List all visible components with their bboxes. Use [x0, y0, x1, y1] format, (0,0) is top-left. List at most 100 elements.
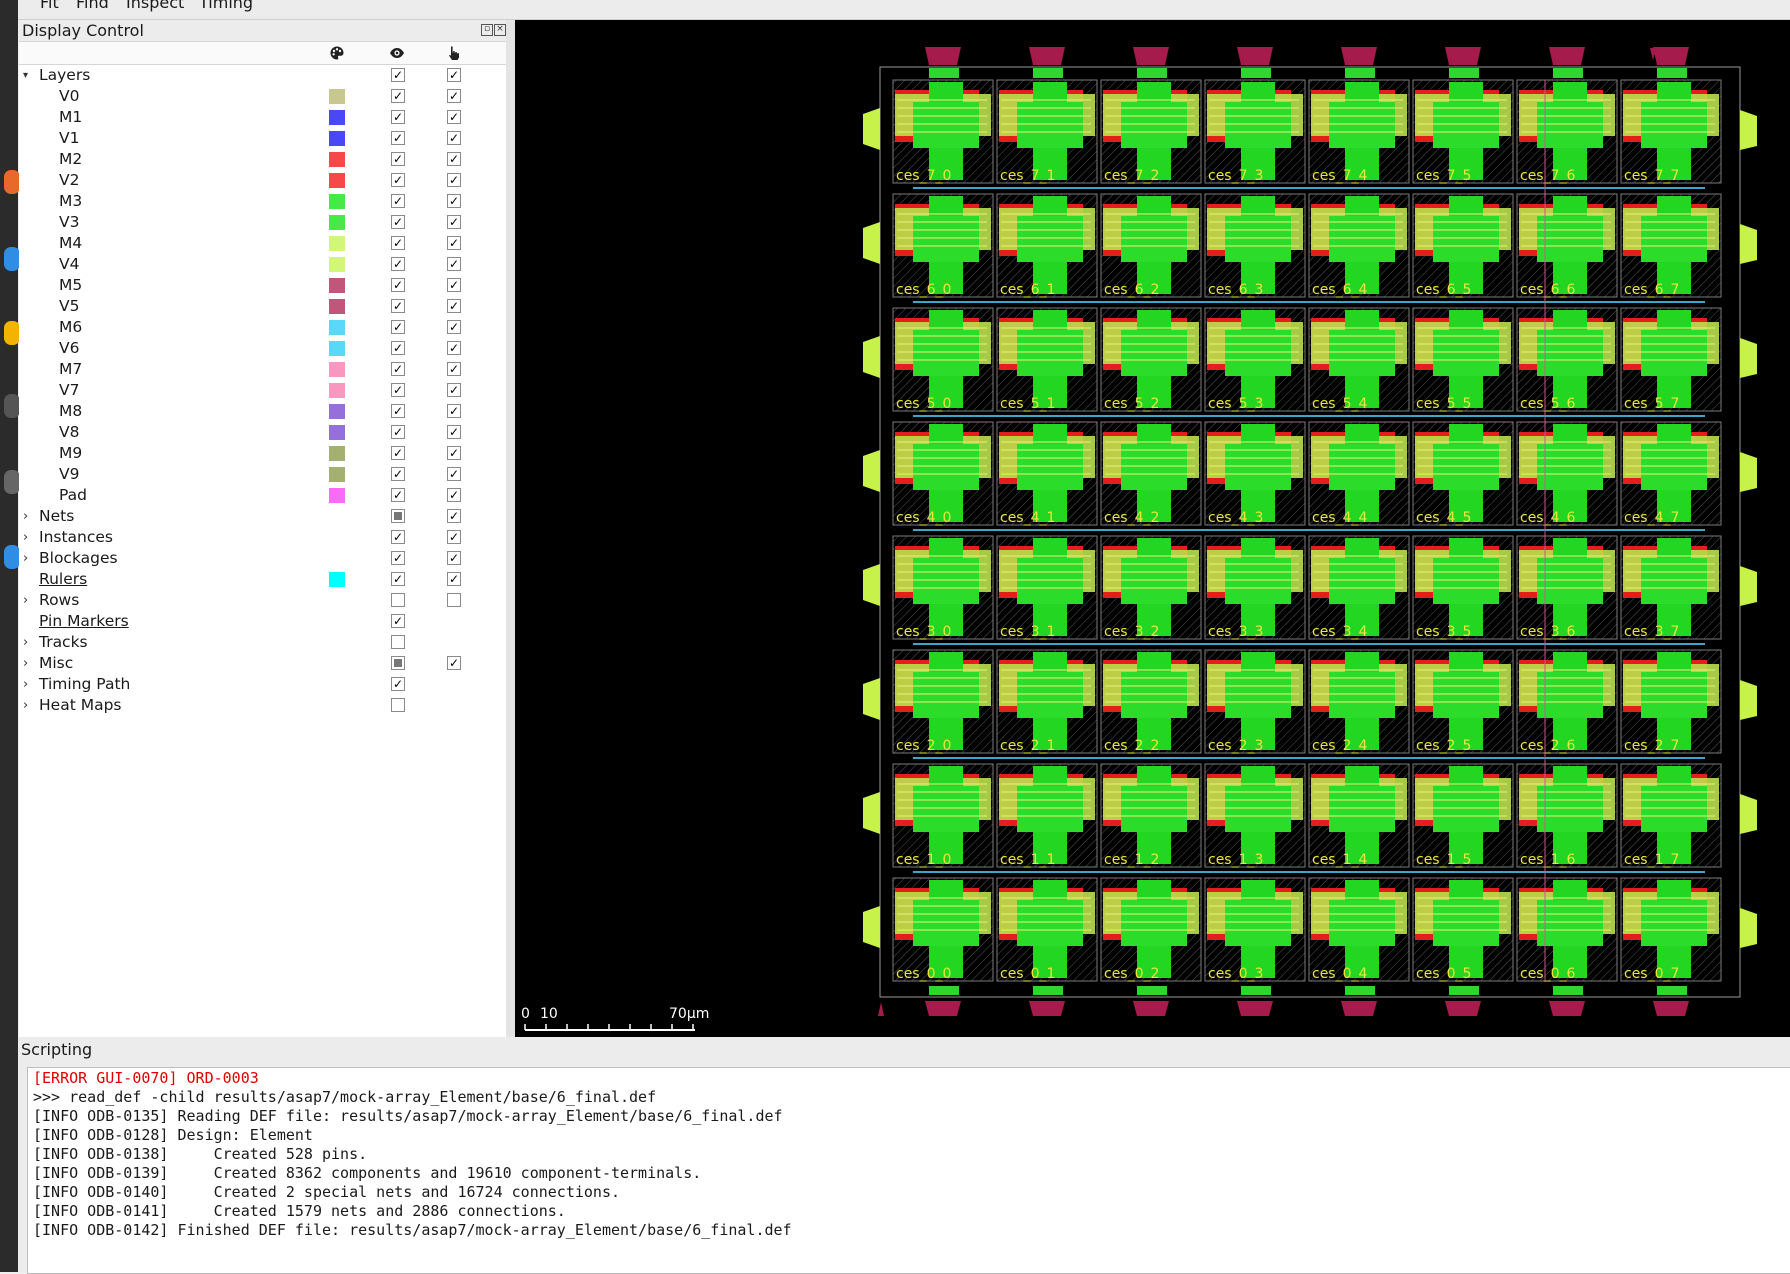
visible-checkbox[interactable]: ✓	[391, 194, 405, 208]
layer-color-swatch[interactable]	[329, 173, 345, 188]
visible-checkbox[interactable]: ✓	[391, 173, 405, 187]
float-icon[interactable]: ▫	[481, 24, 493, 36]
tree-row-blockages[interactable]: › Blockages ✓ ✓	[19, 548, 506, 569]
selectable-checkbox[interactable]: ✓	[447, 89, 461, 103]
menu-find[interactable]: Find	[76, 0, 109, 12]
tree-row-m8[interactable]: M8 ✓ ✓	[19, 401, 506, 422]
tree-row-rows[interactable]: › Rows	[19, 590, 506, 611]
launcher-app-icon[interactable]	[4, 170, 20, 194]
visible-checkbox[interactable]: ✓	[391, 614, 405, 628]
layer-color-swatch[interactable]	[329, 446, 345, 461]
expand-arrow-icon[interactable]: ›	[23, 551, 29, 566]
selectable-checkbox[interactable]: ✓	[447, 341, 461, 355]
selectable-checkbox[interactable]: ✓	[447, 362, 461, 376]
selectable-checkbox[interactable]: ✓	[447, 299, 461, 313]
layer-color-swatch[interactable]	[329, 362, 345, 377]
tree-row-rulers[interactable]: Rulers ✓ ✓	[19, 569, 506, 590]
panel-splitter[interactable]	[506, 20, 515, 1037]
tree-row-tracks[interactable]: › Tracks	[19, 632, 506, 653]
tree-row-layers[interactable]: ▾ Layers ✓ ✓	[19, 65, 506, 86]
visible-checkbox[interactable]: ✓	[391, 530, 405, 544]
tree-row-m4[interactable]: M4 ✓ ✓	[19, 233, 506, 254]
layout-canvas[interactable]: ces_7_0 ces_7_1 ces_7_2 ces_7_3 ces_7_4 ces_7…	[515, 20, 1790, 1037]
visible-checkbox[interactable]: ✓	[391, 152, 405, 166]
layer-color-swatch[interactable]	[329, 194, 345, 209]
selectable-checkbox[interactable]: ✓	[447, 194, 461, 208]
visible-checkbox[interactable]: ✓	[391, 320, 405, 334]
selectable-checkbox[interactable]: ✓	[447, 320, 461, 334]
visible-checkbox[interactable]: ✓	[391, 425, 405, 439]
selectable-checkbox[interactable]: ✓	[447, 383, 461, 397]
selectable-checkbox[interactable]: ✓	[447, 215, 461, 229]
layer-color-swatch[interactable]	[329, 110, 345, 125]
selectable-checkbox[interactable]: ✓	[447, 509, 461, 523]
visible-checkbox[interactable]: ✓	[391, 278, 405, 292]
selectable-checkbox[interactable]: ✓	[447, 152, 461, 166]
visible-checkbox[interactable]: ✓	[391, 446, 405, 460]
visible-checkbox[interactable]: ✓	[391, 467, 405, 481]
layer-color-swatch[interactable]	[329, 131, 345, 146]
tree-row-v0[interactable]: V0 ✓ ✓	[19, 86, 506, 107]
layer-color-swatch[interactable]	[329, 89, 345, 104]
expand-arrow-icon[interactable]: ›	[23, 656, 29, 671]
launcher-app-icon[interactable]	[4, 321, 20, 345]
expand-arrow-icon[interactable]: ›	[23, 509, 29, 524]
layer-color-swatch[interactable]	[329, 488, 345, 503]
layout-view[interactable]: ces_7_0 ces_7_1 ces_7_2 ces_7_3 ces_7_4 ces_7…	[515, 20, 1790, 1037]
launcher-app-icon[interactable]	[4, 247, 20, 271]
selectable-checkbox[interactable]: ✓	[447, 488, 461, 502]
layer-color-swatch[interactable]	[329, 215, 345, 230]
visible-checkbox[interactable]: ✓	[391, 110, 405, 124]
layer-color-swatch[interactable]	[329, 467, 345, 482]
tree-row-m6[interactable]: M6 ✓ ✓	[19, 317, 506, 338]
launcher-app-icon[interactable]	[4, 470, 20, 494]
layer-color-swatch[interactable]	[329, 383, 345, 398]
layer-color-swatch[interactable]	[329, 320, 345, 335]
selectable-checkbox[interactable]: ✓	[447, 530, 461, 544]
visible-checkbox[interactable]: ✓	[391, 488, 405, 502]
selectable-checkbox[interactable]: ✓	[447, 446, 461, 460]
selectable-checkbox[interactable]: ✓	[447, 173, 461, 187]
selectable-checkbox[interactable]: ✓	[447, 572, 461, 586]
tree-row-v5[interactable]: V5 ✓ ✓	[19, 296, 506, 317]
tree-row-heat-maps[interactable]: › Heat Maps	[19, 695, 506, 716]
selectable-checkbox[interactable]: ✓	[447, 68, 461, 82]
tree-row-v6[interactable]: V6 ✓ ✓	[19, 338, 506, 359]
selectable-checkbox[interactable]	[447, 593, 461, 607]
visible-checkbox[interactable]: ✓	[391, 257, 405, 271]
visible-checkbox[interactable]: ✓	[391, 215, 405, 229]
tree-row-nets[interactable]: › Nets ✓	[19, 506, 506, 527]
visible-checkbox[interactable]	[391, 656, 405, 670]
close-icon[interactable]: ×	[494, 24, 506, 36]
layer-color-swatch[interactable]	[329, 278, 345, 293]
tree-row-m5[interactable]: M5 ✓ ✓	[19, 275, 506, 296]
tree-row-v1[interactable]: V1 ✓ ✓	[19, 128, 506, 149]
selectable-checkbox[interactable]: ✓	[447, 656, 461, 670]
scripting-console[interactable]: [ERROR GUI-0070] ORD-0003 >>> read_def -c…	[27, 1067, 1790, 1274]
visible-checkbox[interactable]: ✓	[391, 404, 405, 418]
selectable-checkbox[interactable]: ✓	[447, 257, 461, 271]
expand-arrow-icon[interactable]: ›	[23, 593, 29, 608]
tree-row-instances[interactable]: › Instances ✓ ✓	[19, 527, 506, 548]
expand-arrow-icon[interactable]: ›	[23, 698, 29, 713]
collapse-arrow-icon[interactable]: ▾	[23, 70, 29, 81]
visible-checkbox[interactable]: ✓	[391, 131, 405, 145]
visible-checkbox[interactable]: ✓	[391, 362, 405, 376]
layer-color-swatch[interactable]	[329, 404, 345, 419]
tree-row-misc[interactable]: › Misc ✓	[19, 653, 506, 674]
visible-checkbox[interactable]: ✓	[391, 68, 405, 82]
tree-row-v7[interactable]: V7 ✓ ✓	[19, 380, 506, 401]
visible-checkbox[interactable]: ✓	[391, 572, 405, 586]
layer-color-swatch[interactable]	[329, 236, 345, 251]
layer-color-swatch[interactable]	[329, 299, 345, 314]
tree-row-timing-path[interactable]: › Timing Path ✓	[19, 674, 506, 695]
visible-checkbox[interactable]: ✓	[391, 236, 405, 250]
layer-color-swatch[interactable]	[329, 572, 345, 587]
visible-checkbox[interactable]: ✓	[391, 677, 405, 691]
visible-checkbox[interactable]: ✓	[391, 299, 405, 313]
visible-checkbox[interactable]: ✓	[391, 383, 405, 397]
selectable-checkbox[interactable]: ✓	[447, 467, 461, 481]
selectable-checkbox[interactable]: ✓	[447, 404, 461, 418]
tree-row-m3[interactable]: M3 ✓ ✓	[19, 191, 506, 212]
layer-color-swatch[interactable]	[329, 341, 345, 356]
